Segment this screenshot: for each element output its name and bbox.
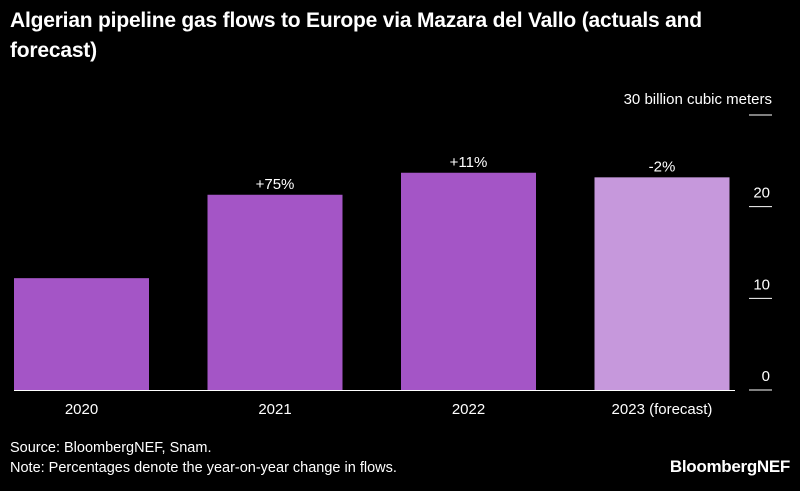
bar-2022 [401,172,536,390]
x-tick-label: 2022 [452,401,485,418]
y-tick-label: 20 [753,185,770,202]
bar-2023-forecast [594,177,730,390]
y-tick-label: 0 [762,368,770,385]
bar-annotation: +75% [256,176,295,193]
brand-logo: BloombergNEF [669,457,790,476]
bar-annotation: -2% [649,158,676,175]
footnote: Note: Percentages denote the year-on-yea… [10,460,397,476]
bar-2020 [14,278,149,390]
source-note: Source: BloombergNEF, Snam. [10,440,212,456]
x-tick-label: 2023 (forecast) [612,401,713,418]
x-tick-label: 2021 [258,401,291,418]
bar-annotation: +11% [450,154,488,171]
x-tick-label: 2020 [65,401,98,418]
y-axis-label: 30 billion cubic meters [624,91,772,108]
chart-title: Algerian pipeline gas flows to Europe vi… [10,9,702,62]
y-tick-label: 10 [753,276,770,293]
bar-2021 [207,194,343,390]
